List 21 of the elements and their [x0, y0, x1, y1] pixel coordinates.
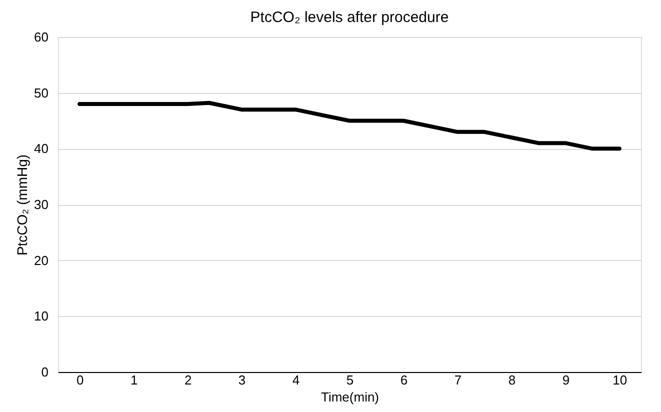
x-tick-label: 10: [612, 372, 628, 388]
x-tick-label: 4: [292, 372, 300, 388]
chart-title: PtcCO₂ levels after procedure: [250, 9, 449, 26]
line-series: [78, 100, 622, 151]
y-tick-label: 40: [34, 141, 48, 156]
y-tick-label: 20: [34, 252, 48, 268]
x-tick-label: 8: [508, 372, 516, 388]
x-tick-label: 7: [454, 372, 462, 388]
y-tick-label: 50: [34, 85, 48, 100]
x-tick-label: 0: [76, 372, 84, 388]
y-tick-label: 10: [34, 308, 48, 324]
x-tick-label: 9: [562, 372, 570, 388]
x-tick-label: 3: [238, 372, 246, 388]
x-axis-title: Time(min): [320, 390, 380, 404]
y-tick-label: 60: [34, 30, 48, 44]
y-tick-label: 30: [34, 197, 48, 212]
y-axis-title: PtcCO₂ (mmHg): [14, 154, 30, 256]
x-tick-label: 5: [346, 372, 354, 388]
x-tick-label: 6: [400, 372, 408, 388]
x-tick-label: 2: [184, 372, 192, 388]
x-tick-label: 1: [130, 372, 138, 388]
